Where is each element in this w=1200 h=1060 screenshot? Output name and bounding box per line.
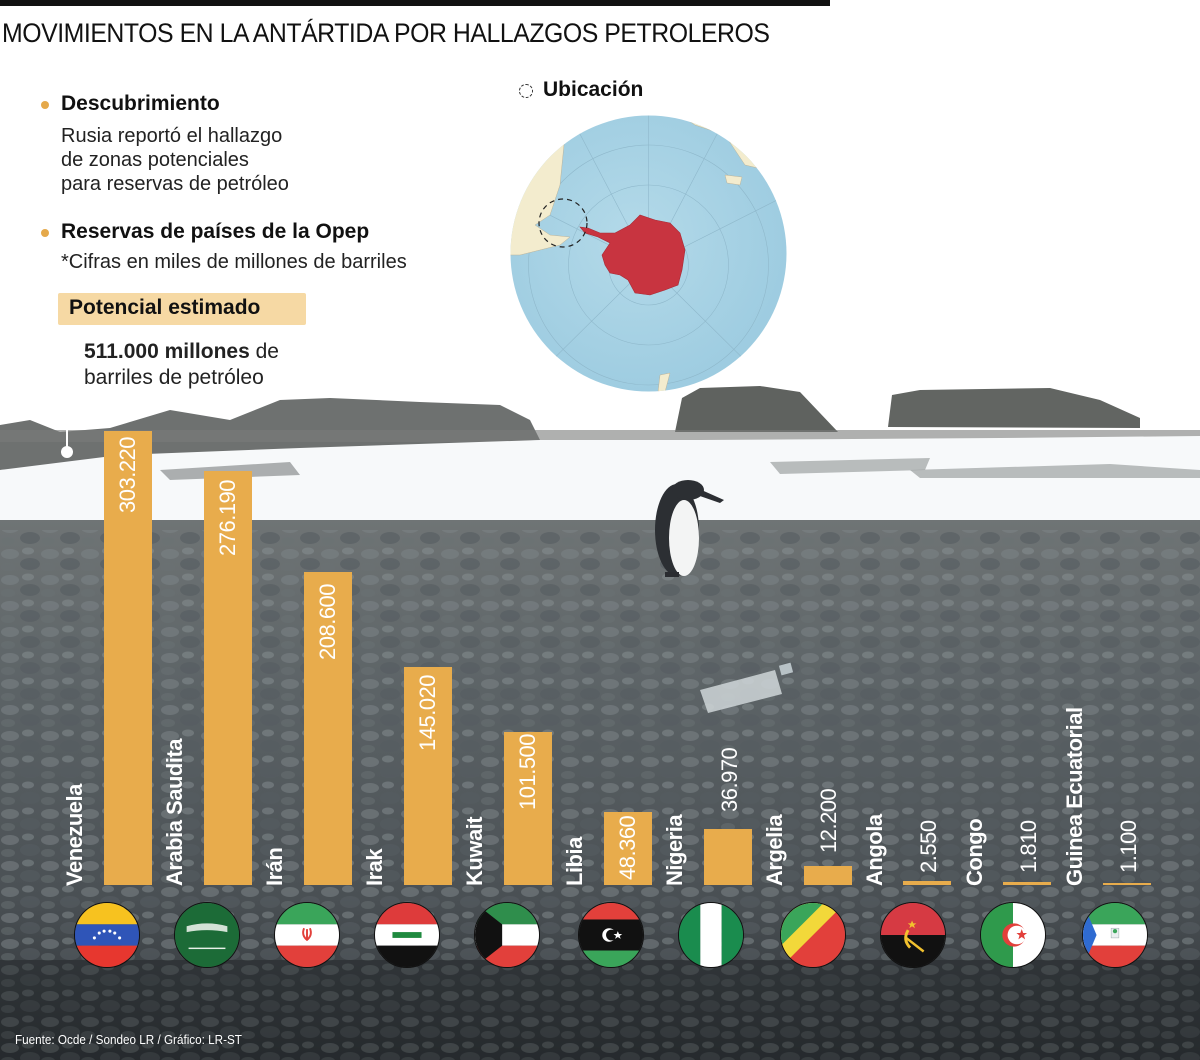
- top-rule: [0, 0, 830, 6]
- value-label: 12.200: [816, 788, 841, 853]
- saudi-arabia-flag: [174, 902, 240, 968]
- source-credit: Fuente: Ocde / Sondeo LR / Gráfico: LR-S…: [15, 1032, 242, 1047]
- kuwait-flag: [474, 902, 540, 968]
- page-title: MOVIMIENTOS EN LA ANTÁRTIDA POR HALLAZGO…: [2, 18, 770, 48]
- country-label: Nigeria: [662, 814, 687, 886]
- value-label: 101.500: [515, 733, 540, 810]
- dashed-circle-icon: [519, 84, 533, 98]
- potential-leader-dot: [61, 446, 73, 458]
- plastic-bottle: [700, 662, 794, 713]
- value-label: 1.810: [1016, 820, 1041, 873]
- reserves-heading: Reservas de países de la Opep: [61, 220, 370, 243]
- potential-leader-line: [66, 348, 68, 451]
- potential-badge: Potencial estimado: [58, 293, 306, 325]
- potential-badge-label: Potencial estimado: [69, 296, 261, 319]
- country-label: Arabia Saudita: [162, 738, 187, 886]
- country-label: Kuwait: [462, 816, 487, 886]
- bullet-icon: [41, 101, 49, 109]
- bar-nigeria[interactable]: [704, 829, 752, 885]
- location-label: Ubicación: [543, 78, 644, 101]
- iraq-flag: [374, 902, 440, 968]
- country-label: Argelia: [762, 814, 787, 886]
- bar-iran[interactable]: [304, 572, 352, 885]
- bar-angola[interactable]: [903, 881, 951, 885]
- bar-arabia-saudita[interactable]: [204, 471, 252, 885]
- value-label: 208.600: [315, 583, 340, 660]
- antarctica-globe-map: [510, 115, 787, 392]
- discovery-heading: Descubrimiento: [61, 92, 220, 115]
- discovery-line-1: Rusia reportó el hallazgo: [61, 125, 283, 147]
- nigeria-flag: [678, 902, 744, 968]
- value-label: 48.360: [615, 815, 640, 880]
- bar-irak[interactable]: [404, 667, 452, 885]
- bar-venezuela[interactable]: [104, 431, 152, 885]
- bar-guinea-ecuatorial[interactable]: [1103, 883, 1151, 885]
- congo-flag: [780, 902, 846, 968]
- equatorial-guinea-flag: [1082, 902, 1148, 968]
- country-label: Libia: [562, 837, 587, 886]
- country-label: Irak: [362, 848, 387, 886]
- value-label: 2.550: [916, 820, 941, 873]
- value-label: 145.020: [415, 674, 440, 751]
- reserves-note: *Cifras en miles de millones de barriles: [61, 251, 407, 273]
- potential-amount-rest: de: [249, 340, 279, 363]
- potential-amount-bold: 511.000 millones: [84, 340, 250, 363]
- bar-kuwait[interactable]: [504, 732, 552, 885]
- bullet-icon: [41, 229, 49, 237]
- value-label: 1.100: [1116, 820, 1141, 873]
- penguin-illustration: [655, 480, 724, 577]
- value-label: 303.220: [115, 436, 140, 513]
- algeria-flag: [980, 902, 1046, 968]
- bar-argelia[interactable]: [804, 866, 852, 885]
- libya-flag: [578, 902, 644, 968]
- country-label: Congo: [962, 818, 987, 886]
- potential-amount: 511.000 millones de: [84, 340, 279, 364]
- bar-libia[interactable]: [604, 812, 652, 885]
- country-label: Guinea Ecuatorial: [1062, 707, 1087, 886]
- discovery-line-3: para reservas de petróleo: [61, 173, 289, 195]
- country-label: Angola: [862, 814, 887, 886]
- venezuela-flag: [74, 902, 140, 968]
- country-label: Irán: [262, 847, 287, 886]
- value-label: 276.190: [215, 479, 240, 556]
- value-label: 36.970: [717, 747, 742, 812]
- potential-line-2: barriles de petróleo: [84, 366, 264, 389]
- country-label: Venezuela: [62, 784, 87, 886]
- angola-flag: [880, 902, 946, 968]
- discovery-line-2: de zonas potenciales: [61, 149, 249, 171]
- bar-congo[interactable]: [1003, 882, 1051, 885]
- iran-flag: [274, 902, 340, 968]
